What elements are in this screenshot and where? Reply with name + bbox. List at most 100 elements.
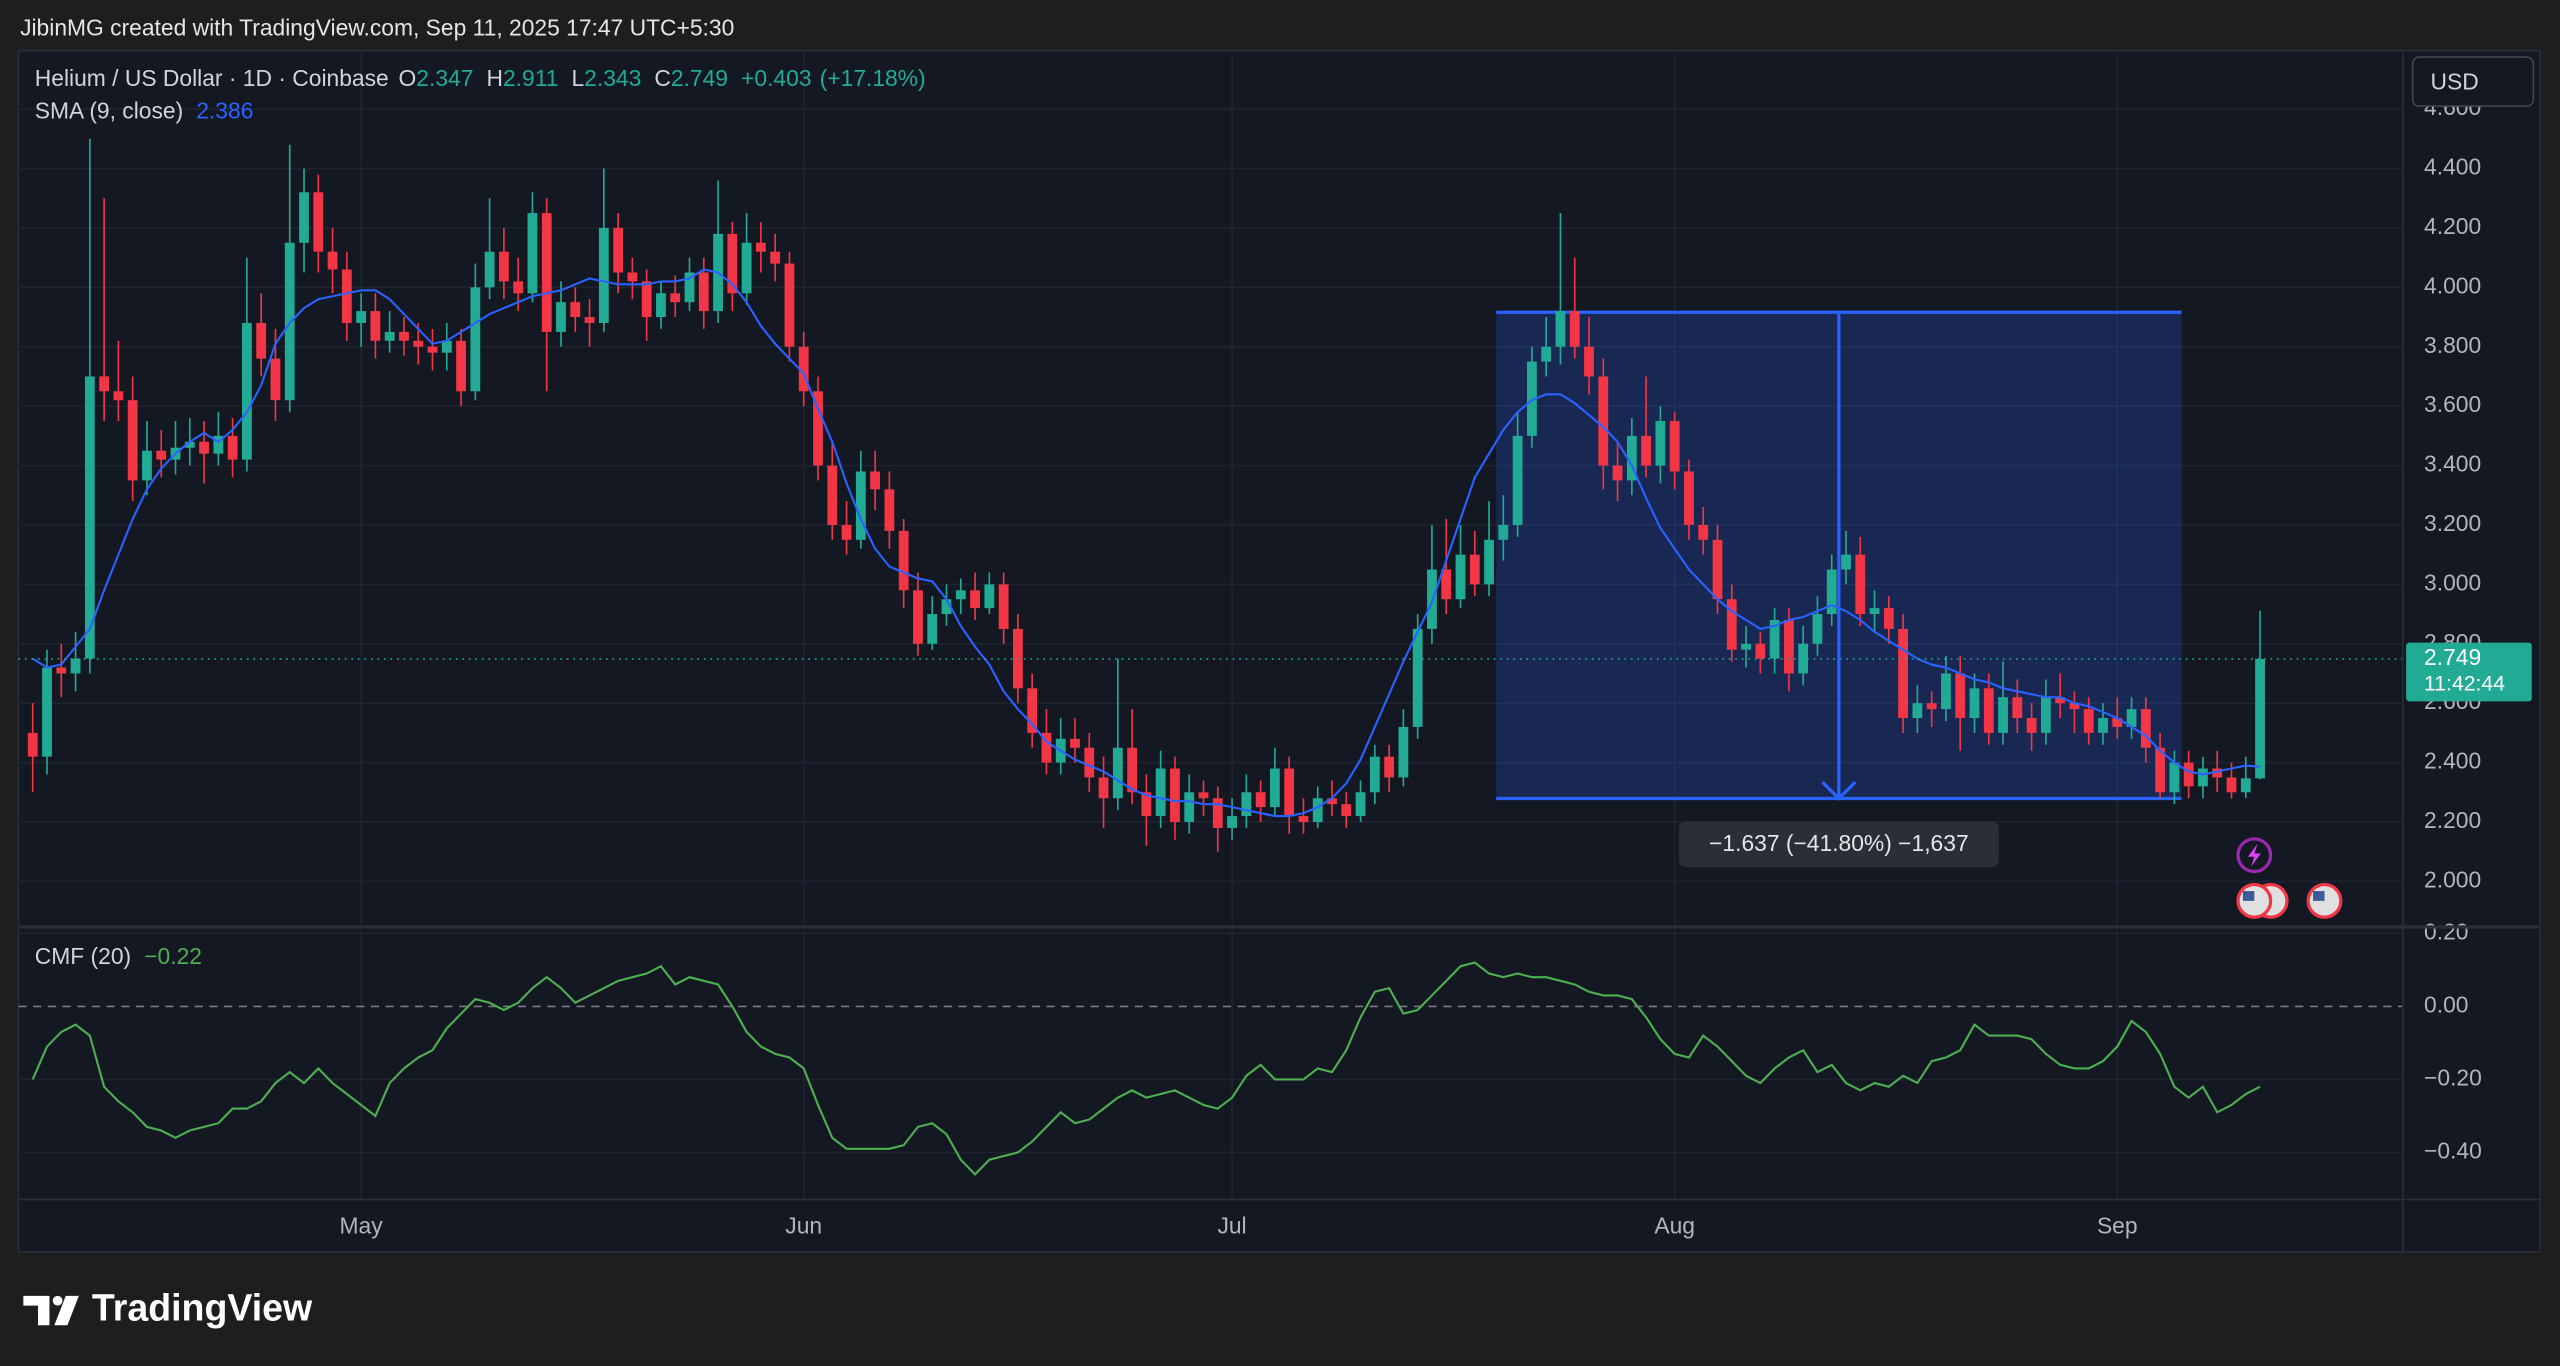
candle-body [1441, 569, 1452, 600]
candle-body [2255, 658, 2265, 779]
candle-body [84, 376, 95, 659]
y-tick-label: 3.600 [2424, 391, 2481, 417]
candle-body [584, 317, 595, 323]
candle-body [927, 614, 938, 644]
cmf-name: CMF (20) [35, 943, 131, 969]
candle-body [1969, 688, 1980, 719]
candle-body [470, 287, 481, 392]
candle-body [841, 524, 852, 540]
candle-body [498, 251, 509, 282]
candle-body [2083, 709, 2094, 733]
candle-body [2055, 697, 2066, 704]
candle-body [413, 340, 424, 347]
y-tick-label: 0.20 [2424, 918, 2468, 944]
candle-body [356, 311, 367, 323]
candle-body [541, 213, 552, 332]
candle-body [42, 667, 52, 757]
cmf-value: −0.22 [144, 943, 202, 969]
candle-body [755, 242, 766, 252]
candle-body [784, 263, 795, 347]
candle-body [1041, 732, 1052, 763]
measure-arrowhead [1821, 781, 1857, 801]
candle-body [427, 346, 438, 353]
candle-body [1255, 792, 1266, 808]
candle-body [1084, 747, 1095, 778]
candle-body [1555, 311, 1566, 347]
candle-body [1512, 435, 1523, 525]
candle-body [870, 471, 881, 490]
brand-glyph-dot [52, 1295, 63, 1306]
candle-body [1341, 804, 1352, 817]
candle-body [1269, 768, 1280, 808]
currency-label[interactable]: USD [2431, 68, 2479, 94]
currency-button-box[interactable] [2411, 56, 2535, 107]
flag-canton [2313, 891, 2325, 901]
candle-body [1298, 816, 1309, 822]
candle-body [1912, 703, 1923, 719]
candle-body [1184, 792, 1195, 822]
candle-body [941, 599, 952, 615]
candle-body [627, 272, 638, 282]
candle-body [484, 251, 495, 288]
candle-body [1170, 768, 1180, 822]
candle-body [955, 590, 966, 600]
candle-body [341, 269, 352, 323]
candle-body [2155, 747, 2166, 793]
candle-body [556, 302, 566, 332]
candle-body [2198, 768, 2208, 787]
currency-button[interactable]: USD [2411, 56, 2535, 107]
brand-logo: TradingView [23, 1286, 313, 1328]
legend-high: 2.911 [503, 65, 558, 91]
candle-body [1398, 726, 1409, 778]
event-icons [2236, 837, 2343, 919]
last-price-box [2406, 642, 2532, 702]
candle-body [727, 233, 738, 294]
candle-body [1941, 673, 1951, 710]
y-tick-label: 4.200 [2424, 213, 2481, 239]
candle-body [2069, 703, 2080, 710]
candle-body [827, 465, 838, 525]
candle-body [2183, 762, 2194, 787]
candle-body [1112, 747, 1123, 799]
overlay-layer: May Jun Jul Aug Sep −1.637 (−41.80%) −1,637 2.… [340, 642, 2532, 1238]
plot-layer: 2.0002.2002.4002.6002.8003.0003.2003.400… [18, 50, 2482, 1200]
candle-body [1869, 608, 1880, 615]
sma-value: 2.386 [196, 98, 253, 124]
candle-body [1127, 747, 1138, 793]
candle-body [1569, 311, 1580, 347]
candle-body [1655, 420, 1666, 466]
candle-body [299, 192, 309, 243]
flag-canton [2242, 891, 2255, 901]
candle-body [698, 272, 709, 312]
candle-body [27, 732, 38, 757]
candle-body [1141, 792, 1152, 817]
sma-name: SMA (9, close) [35, 98, 183, 124]
candle-body [1841, 554, 1851, 570]
candle-body [313, 192, 324, 252]
y-tick-label: 2.200 [2424, 807, 2481, 833]
x-tick-label: May [340, 1212, 384, 1238]
candle-body [1498, 524, 1509, 540]
candle-body [984, 584, 995, 609]
candle-body [1526, 361, 1537, 436]
x-tick-label: Aug [1654, 1212, 1695, 1238]
candle-body [1598, 376, 1609, 466]
candle-body [184, 441, 195, 448]
candle-body [1798, 643, 1809, 674]
candle-body [1027, 688, 1038, 733]
candle-body [56, 667, 67, 674]
last-price-label: 2.749 [2424, 644, 2481, 670]
candle-body [1070, 738, 1080, 748]
candle-body [1898, 628, 1909, 719]
candle-body [241, 322, 252, 460]
y-tick-label: 3.800 [2424, 332, 2481, 358]
candle-body [156, 450, 167, 460]
candle-body [684, 272, 695, 303]
candle-body [1584, 346, 1594, 377]
candle-body [770, 251, 781, 264]
candle-body [227, 435, 238, 460]
candle-body [199, 441, 209, 454]
candle-body [1626, 435, 1637, 481]
candle-body [2012, 697, 2023, 719]
